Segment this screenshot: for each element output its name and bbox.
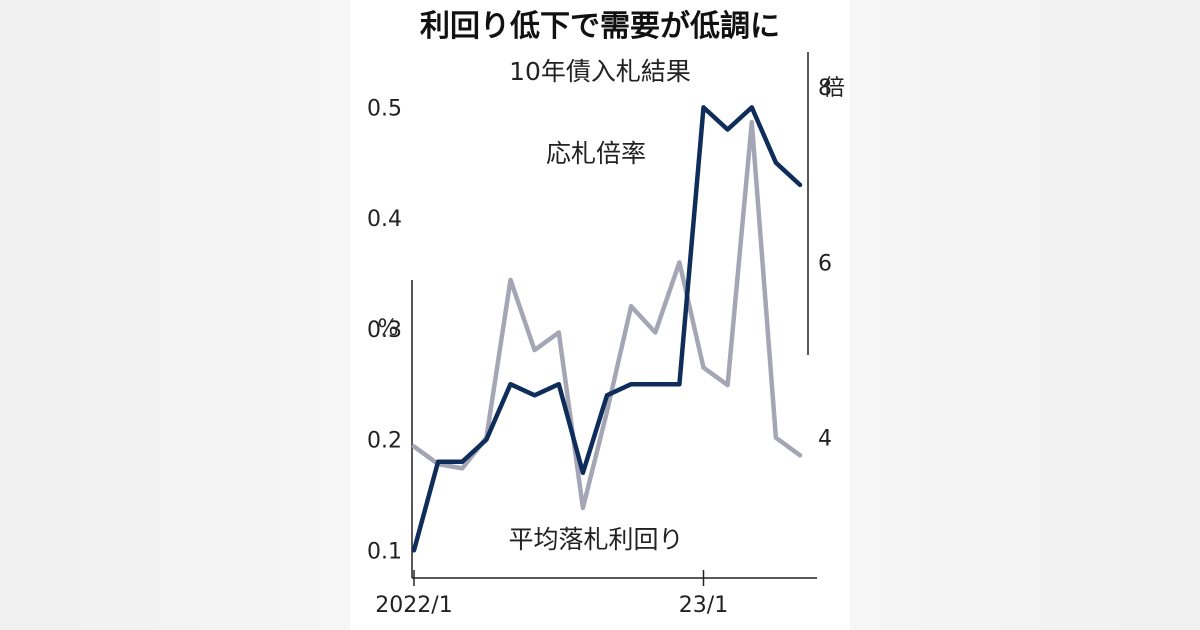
right-tick-label: 6 (818, 251, 832, 276)
left-tick-label: 0.1 (367, 539, 402, 564)
x-tick-label: 23/1 (679, 593, 728, 618)
left-axis-ticks: 0.1 0.2 0.3 0.4 0.5 (367, 96, 402, 564)
chart-panel: 利回り低下で需要が低調に 10年債入札結果 0.1 0.2 0.3 0.4 0.5 4 6… (350, 0, 850, 630)
chart-title: 利回り低下で需要が低調に (420, 9, 780, 44)
series-label-bid-ratio: 応札倍率 (546, 139, 646, 168)
right-axis-unit: 倍 (823, 76, 845, 101)
x-tick-label: 2022/1 (375, 593, 452, 618)
right-tick-label: 4 (818, 427, 832, 452)
left-axis-unit: % (378, 316, 399, 341)
series-label-avg-yield: 平均落札利回り (508, 525, 683, 554)
series-line-avg-yield (411, 105, 803, 553)
left-tick-label: 0.5 (367, 96, 402, 121)
x-axis-ticks: 2022/1 23/1 (375, 570, 728, 618)
left-tick-label: 0.3 (367, 318, 402, 343)
right-tick-label: 8 (818, 76, 832, 101)
chart-svg: 利回り低下で需要が低調に 10年債入札結果 0.1 0.2 0.3 0.4 0.5 4 6… (367, 9, 845, 618)
chart-subtitle: 10年債入札結果 (509, 57, 691, 86)
right-axis-ticks: 4 6 8 (818, 76, 832, 452)
left-tick-label: 0.2 (367, 429, 402, 454)
left-tick-label: 0.4 (367, 207, 402, 232)
